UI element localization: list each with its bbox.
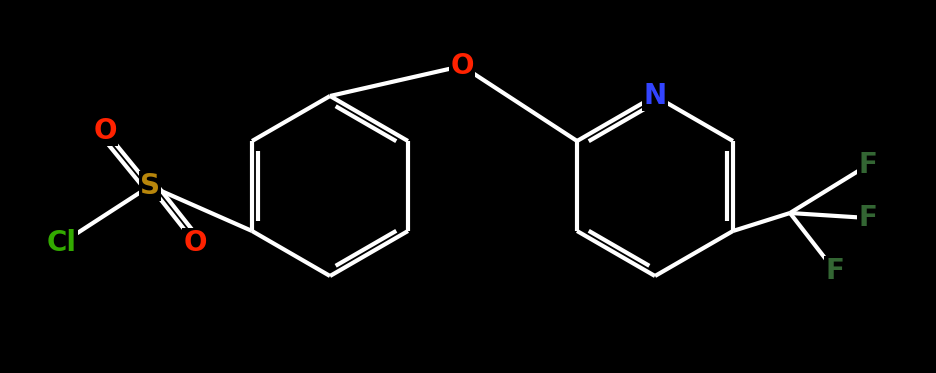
Text: F: F xyxy=(857,204,876,232)
Text: N: N xyxy=(643,82,665,110)
Text: O: O xyxy=(450,52,474,80)
Text: O: O xyxy=(183,229,207,257)
Text: O: O xyxy=(94,117,117,145)
Text: F: F xyxy=(857,151,876,179)
Text: F: F xyxy=(825,257,843,285)
Text: Cl: Cl xyxy=(47,229,77,257)
Text: S: S xyxy=(139,172,160,200)
